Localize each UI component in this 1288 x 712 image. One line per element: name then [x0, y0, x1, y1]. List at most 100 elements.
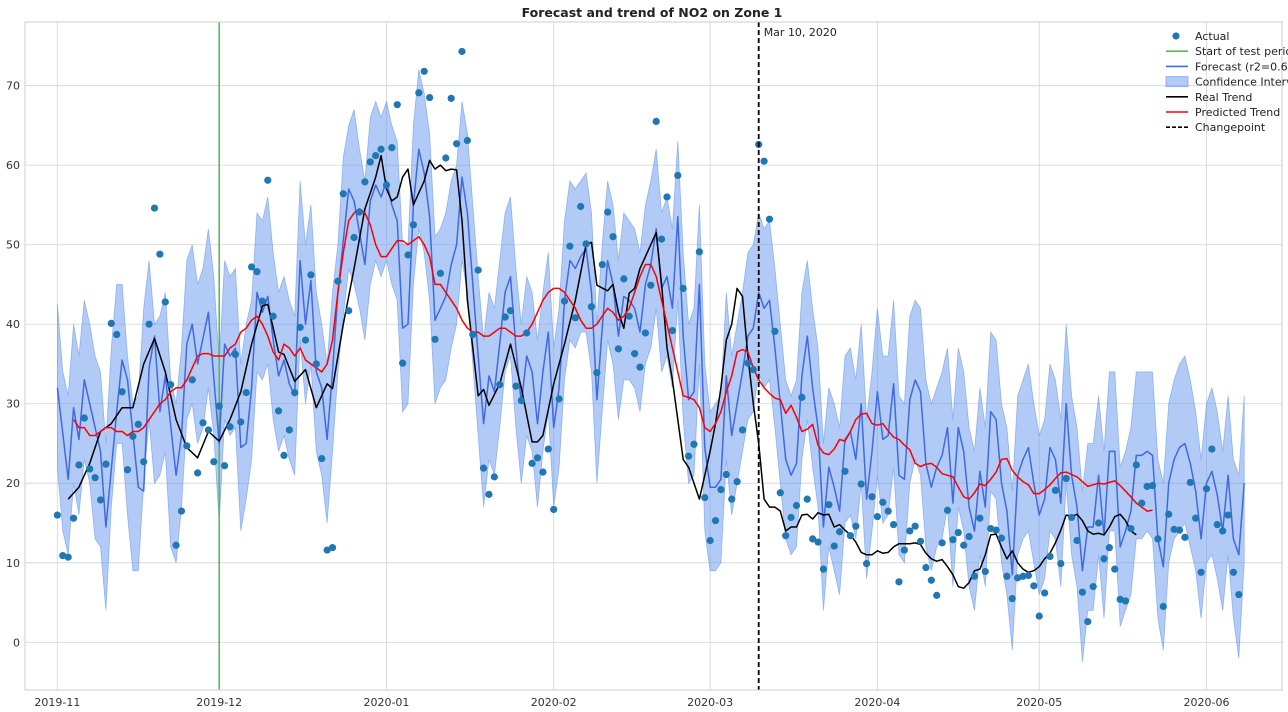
- actual-point: [1197, 568, 1205, 576]
- actual-point: [80, 414, 88, 422]
- actual-point: [1219, 527, 1227, 535]
- actual-point: [339, 190, 347, 198]
- actual-point: [1084, 618, 1092, 626]
- actual-point: [776, 489, 784, 497]
- actual-point: [86, 465, 94, 473]
- actual-point: [59, 552, 67, 560]
- actual-point: [1224, 511, 1232, 519]
- actual-point: [539, 468, 547, 476]
- actual-point: [210, 458, 218, 466]
- actual-point: [345, 307, 353, 315]
- actual-point: [420, 67, 428, 75]
- actual-point: [744, 359, 752, 367]
- actual-point: [474, 266, 482, 274]
- actual-point: [544, 445, 552, 453]
- actual-point: [512, 382, 520, 390]
- actual-point: [377, 145, 385, 153]
- actual-point: [1192, 514, 1200, 522]
- actual-point: [307, 271, 315, 279]
- actual-point: [431, 335, 439, 343]
- actual-point: [485, 490, 493, 498]
- actual-point: [366, 158, 374, 166]
- actual-point: [933, 591, 941, 599]
- actual-point: [318, 454, 326, 463]
- actual-point: [1046, 552, 1054, 561]
- actual-point: [199, 419, 207, 427]
- actual-point: [814, 538, 822, 546]
- actual-point: [852, 522, 860, 530]
- actual-point: [587, 303, 596, 311]
- actual-point: [1078, 588, 1086, 596]
- x-tick-label: 2019-12: [196, 696, 242, 709]
- actual-point: [604, 208, 612, 216]
- actual-point: [528, 459, 536, 467]
- y-tick-label: 10: [6, 557, 20, 570]
- legend-item-forecast: Forecast (r2=0.67): [1166, 60, 1288, 73]
- actual-point: [1089, 583, 1097, 591]
- actual-point: [1202, 485, 1211, 493]
- actual-point: [361, 178, 369, 186]
- legend-label: Predicted Trend: [1195, 106, 1280, 119]
- actual-point: [1116, 595, 1124, 603]
- actual-point: [889, 520, 898, 529]
- legend-item-ci: Confidence Interval: [1165, 76, 1288, 89]
- actual-point: [787, 513, 795, 522]
- y-tick-label: 70: [6, 80, 20, 93]
- actual-point: [582, 240, 590, 248]
- actual-point: [846, 532, 855, 540]
- y-tick-label: 0: [13, 636, 20, 649]
- x-tick-label: 2020-06: [1183, 696, 1229, 709]
- actual-point: [1111, 565, 1119, 573]
- legend-label: Real Trend: [1195, 91, 1252, 104]
- y-tick-label: 40: [6, 318, 20, 331]
- actual-point: [1213, 520, 1221, 529]
- actual-point: [291, 388, 299, 397]
- actual-point: [372, 152, 380, 160]
- actual-point: [722, 470, 730, 479]
- legend-item-test: Start of test period: [1166, 45, 1288, 58]
- actual-point: [711, 517, 720, 525]
- actual-point: [177, 507, 186, 515]
- chart-title: Forecast and trend of NO2 on Zone 1: [522, 5, 783, 20]
- actual-point: [506, 307, 515, 315]
- actual-point: [862, 559, 871, 568]
- actual-point: [107, 319, 115, 327]
- actual-point: [857, 480, 865, 488]
- actual-point: [194, 469, 202, 477]
- actual-point: [652, 117, 660, 126]
- actual-point: [426, 93, 434, 102]
- actual-point: [695, 248, 703, 256]
- actual-point: [949, 536, 957, 544]
- actual-point: [684, 452, 693, 460]
- actual-point: [312, 360, 320, 368]
- legend-item-actual: Actual: [1172, 30, 1229, 43]
- actual-point: [1235, 590, 1243, 599]
- actual-point: [1181, 533, 1189, 541]
- actual-point: [393, 101, 401, 109]
- actual-point: [900, 546, 908, 554]
- actual-point: [560, 297, 569, 305]
- actual-point: [690, 440, 698, 448]
- legend-item-changepoint: Changepoint: [1166, 121, 1266, 134]
- actual-point: [140, 458, 148, 466]
- actual-point: [1165, 510, 1173, 518]
- actual-point: [792, 501, 801, 510]
- actual-point: [215, 402, 223, 410]
- actual-point: [1186, 478, 1194, 487]
- actual-point: [830, 542, 838, 550]
- actual-point: [150, 204, 159, 212]
- actual-point: [75, 461, 83, 469]
- actual-point: [53, 511, 61, 519]
- y-tick-label: 30: [6, 398, 20, 411]
- actual-point: [841, 467, 849, 475]
- actual-point: [550, 505, 558, 514]
- legend-item-pred_trend: Predicted Trend: [1166, 106, 1280, 119]
- actual-point: [442, 154, 450, 162]
- actual-point: [798, 393, 806, 401]
- actual-point: [981, 567, 989, 576]
- actual-point: [328, 544, 337, 552]
- actual-point: [1132, 461, 1140, 469]
- actual-point: [145, 320, 153, 328]
- actual-point: [242, 388, 250, 397]
